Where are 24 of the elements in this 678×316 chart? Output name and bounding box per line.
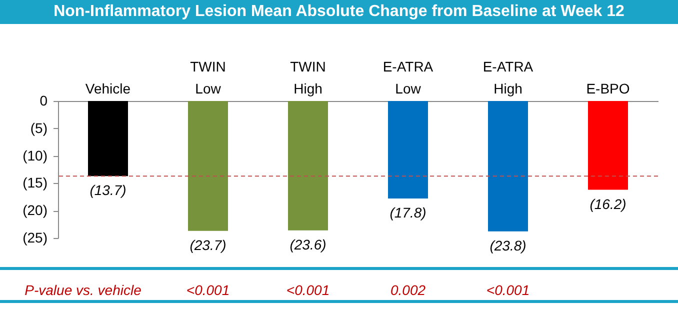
x-tick-label: E-ATRA Low <box>382 58 434 96</box>
data-label: (13.7) <box>90 182 126 198</box>
x-tick-label: Vehicle <box>85 80 131 96</box>
y-tick-label: (25) <box>22 230 48 246</box>
text: 0.002 <box>390 282 426 298</box>
y-tick-label: (10) <box>22 147 48 164</box>
y-tick-label: 0 <box>40 92 48 108</box>
data-label: (17.8) <box>390 204 426 221</box>
chart-title: Non-Inflammatory Lesion Mean Absolute Change from Baseline at Week 12 <box>0 0 678 24</box>
y-tick-label: (15) <box>22 174 48 191</box>
x-tick-label: E-BPO <box>586 80 630 96</box>
x-tick-label: TWIN Low <box>190 58 226 96</box>
text: <0.001 <box>186 282 230 298</box>
y-tick-label: (20) <box>22 202 48 218</box>
data-label: (23.8) <box>490 237 526 254</box>
text: <0.001 <box>486 282 530 298</box>
text: P-value vs. vehicle <box>24 282 142 298</box>
y-tick-label: (5) <box>30 120 48 136</box>
x-tick-label: E-ATRA High <box>482 58 534 96</box>
text: <0.001 <box>286 282 330 298</box>
x-tick-label: TWIN High <box>290 58 326 96</box>
data-label: (23.7) <box>190 236 226 253</box>
data-label: (23.6) <box>290 236 326 252</box>
data-label: (16.2) <box>590 196 626 212</box>
